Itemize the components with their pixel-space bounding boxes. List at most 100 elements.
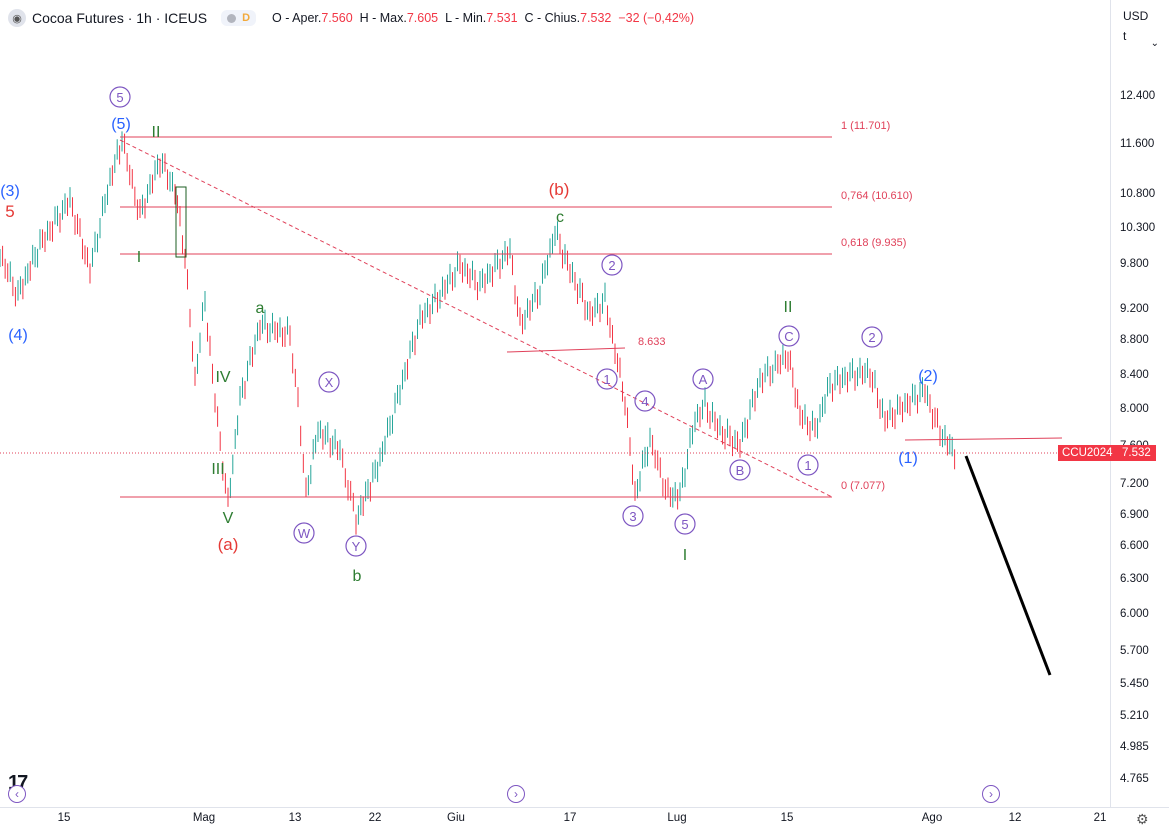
price-tick-label: 6.600: [1120, 540, 1149, 552]
close-label: C - Chius.: [524, 11, 581, 25]
wave-circle-label: [674, 513, 696, 535]
price-tick-label: 5.210: [1120, 710, 1149, 722]
wave-circle-label: [596, 368, 618, 390]
time-tick-label: Mag: [192, 812, 216, 824]
close-value: 7.532: [580, 11, 612, 25]
price-tick-label: 10.800: [1120, 188, 1156, 200]
wave-circle-label: [318, 371, 340, 393]
high-label: H - Max.: [359, 11, 407, 25]
highlight-box: [175, 186, 187, 258]
wave-circle-label: [692, 368, 714, 390]
wave-circle-label-text: A: [699, 372, 708, 387]
price-tick-label: 12.400: [1120, 90, 1156, 102]
wave-label-red: (a): [218, 535, 239, 554]
currency-label[interactable]: USD: [1123, 9, 1149, 23]
ohlc-values: O - Aper.7.560 H - Max.7.605 L - Min.7.5…: [272, 11, 694, 25]
price-tick-label: 5.450: [1120, 678, 1149, 690]
symbol-title[interactable]: Cocoa Futures · 1h · ICEUS: [32, 10, 208, 26]
price-tick-label: 4.985: [1120, 741, 1149, 753]
fib-level-label: 0,764 (10.610): [841, 190, 913, 202]
price-tick-label: 11.600: [1120, 138, 1155, 150]
price-tick-label: 9.200: [1120, 303, 1149, 315]
wave-circle-label: [797, 454, 819, 476]
wave-circle-label-text: B: [736, 463, 745, 478]
currency-selector[interactable]: USD t ⌄: [1117, 6, 1165, 54]
time-tick-label: 21: [1093, 812, 1107, 824]
time-tick-label: 13: [288, 812, 302, 824]
wave-circle-label: [109, 86, 131, 108]
time-tick-label: Ago: [921, 812, 943, 824]
wave-label-green: a: [256, 300, 265, 317]
price-tick-label: 6.000: [1120, 608, 1149, 620]
unit-label[interactable]: t: [1123, 29, 1127, 43]
wave-circle-label-text: 5: [116, 90, 123, 105]
wave-label-green: IV: [215, 369, 230, 386]
level-label: 8.633: [638, 336, 666, 348]
time-tick-label: Lug: [667, 812, 687, 824]
price-tick-label: 10.300: [1120, 222, 1156, 234]
price-tick-label: 8.800: [1120, 334, 1149, 346]
wave-circle-label: [634, 390, 656, 412]
wave-circle-label-text: 4: [641, 394, 648, 409]
change-value: −32 (−0,42%): [618, 11, 695, 25]
time-tick-label: 22: [368, 812, 382, 824]
chart-legend: ◉ Cocoa Futures · 1h · ICEUS D O - Aper.…: [0, 0, 1110, 36]
fib-level-label: 0 (7.077): [841, 480, 885, 492]
wave-label-blue: (3): [0, 183, 20, 200]
wave-circle-label: [345, 535, 367, 557]
wave-label-green: II: [152, 124, 161, 141]
wave-circle-label-text: X: [325, 375, 334, 390]
fib-level-label: 1 (11.701): [841, 120, 890, 132]
wave-label-blue: (2): [918, 368, 938, 385]
price-tick-label: 4.765: [1120, 773, 1149, 785]
level-line: [506, 347, 626, 353]
wave-circle-label-text: 5: [681, 517, 688, 532]
wave-circle-label-text: 2: [868, 330, 875, 345]
wave-label-blue: (5): [111, 116, 131, 133]
wave-circle-label: [861, 326, 883, 348]
wave-circle-label: [293, 522, 315, 544]
delayed-flag: D: [242, 12, 251, 24]
time-tick-label: 15: [780, 812, 794, 824]
high-value: 7.605: [406, 11, 439, 25]
projection-line: [964, 455, 1052, 676]
wave-circle-label-text: C: [784, 329, 793, 344]
time-tick-label: 12: [1008, 812, 1022, 824]
go-to-date-icon[interactable]: ›: [507, 785, 525, 803]
wave-label-green: c: [556, 209, 564, 226]
open-label: O - Aper.: [272, 11, 322, 25]
wave-circle-label-text: 1: [804, 458, 811, 473]
fib-level-label: 0,618 (9.935): [841, 237, 906, 249]
scroll-to-realtime-icon[interactable]: ›: [982, 785, 1000, 803]
chevron-down-icon[interactable]: ⌄: [1150, 38, 1159, 49]
wave-label-green: I: [683, 547, 687, 564]
price-tick-label: 5.700: [1120, 645, 1149, 657]
wave-label-green: b: [353, 568, 362, 585]
wave-label-green: II: [784, 299, 793, 316]
level-line: [904, 437, 1063, 441]
wave-circle-label-text: 3: [629, 509, 636, 524]
time-axis[interactable]: [0, 807, 1169, 831]
scroll-left-icon[interactable]: ‹: [8, 785, 26, 803]
dashed-trendline: [119, 139, 833, 498]
wave-label-green: III: [211, 461, 224, 478]
price-tick-label: 7.200: [1120, 478, 1149, 490]
wave-label-green: I: [137, 249, 141, 266]
time-tick-label: Giu: [447, 812, 465, 824]
low-label: L - Min.: [445, 11, 487, 25]
status-pill[interactable]: D: [221, 10, 257, 26]
wave-circle-label: [622, 505, 644, 527]
wave-circle-label-text: W: [298, 526, 311, 541]
price-tick-label: 8.000: [1120, 403, 1149, 415]
chart-canvas[interactable]: 1 (11.701) 0,764 (10.610) 0,618 (9.935) 0 (…: [0, 0, 1110, 807]
time-tick-label: 15: [57, 812, 71, 824]
price-tick-label: 9.800: [1120, 258, 1149, 270]
wave-circle-label-text: 2: [608, 258, 615, 273]
symbol-badge: CCU2024: [1058, 445, 1117, 461]
wave-label-red: 5: [5, 202, 14, 221]
low-value: 7.531: [486, 11, 518, 25]
wave-circle-label-text: Y: [352, 539, 361, 554]
wave-label-green: V: [223, 510, 234, 527]
gear-icon[interactable]: ⚙: [1136, 811, 1149, 827]
price-scale[interactable]: [1110, 0, 1169, 807]
